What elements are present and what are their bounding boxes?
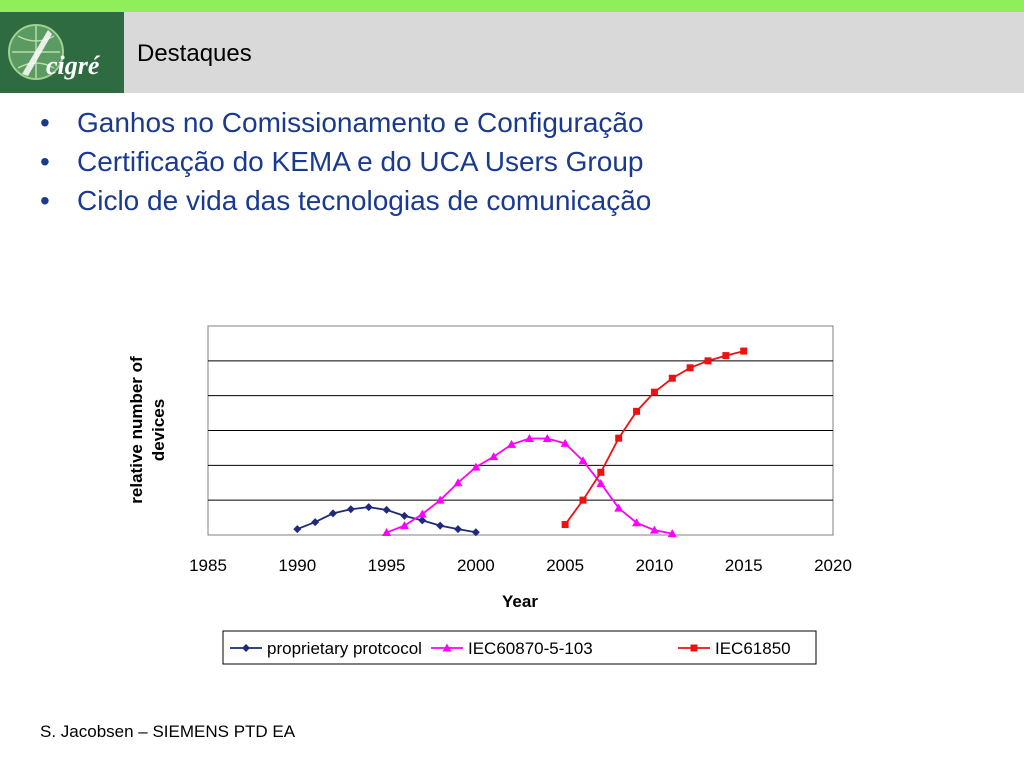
y-axis-label-line2: devices [149,399,168,461]
bullet-text: Certificação do KEMA e do UCA Users Grou… [77,146,644,177]
legend: proprietary protcocol IEC60870-5-103 IEC61… [222,630,817,665]
data-point [507,439,517,448]
data-point [649,525,659,534]
data-point [436,521,445,530]
data-point [579,496,587,504]
series-proprietary-protcocol [293,503,480,537]
x-tick-labels: 1985 1990 1995 2000 2005 2010 2015 2020 [189,556,852,575]
data-point [471,528,480,537]
data-point [454,525,462,534]
data-point [329,509,337,518]
bullet-dot: • [40,146,50,177]
data-point [615,434,623,442]
cigre-logo-graphic: cigré [0,12,124,93]
data-point [417,509,427,518]
data-point [667,529,677,538]
data-point [596,478,606,487]
x-tick-label: 2005 [546,556,584,575]
data-point [690,644,698,652]
data-point [704,357,712,365]
lifecycle-chart: 1985 1990 1995 2000 2005 2010 2015 2020 Year re… [127,325,852,665]
x-tick-label: 2020 [814,556,852,575]
data-point [435,495,445,504]
x-tick-label: 1995 [368,556,406,575]
data-point [382,528,392,537]
legend-label: proprietary protcocol [267,639,422,658]
data-point [242,644,250,652]
x-axis-label: Year [502,592,538,611]
footer-credit: S. Jacobsen – SIEMENS PTD EA [40,722,296,741]
logo-text: cigré [46,51,101,80]
data-point [561,521,569,529]
series-group [293,347,748,538]
bullet-list: • Ganhos no Comissionamento e Configuraçã… [40,103,651,220]
header-bar [0,12,1024,93]
data-point [597,468,605,476]
data-point [650,388,658,396]
data-point [293,525,302,534]
data-point [442,643,452,652]
data-point [578,456,588,465]
data-point [542,434,552,443]
series-iec61850 [561,347,748,529]
bullet-dot: • [40,107,50,138]
data-point [400,511,409,520]
bullet-dot: • [40,185,50,216]
bullet-text: Ganhos no Comissionamento e Configuração [77,107,644,138]
data-point [686,364,694,372]
data-point [418,516,427,525]
data-point [382,505,391,514]
page-title: Destaques [137,40,252,67]
data-point [722,352,730,360]
y-axis-label-line1: relative number of [127,356,146,504]
x-tick-label: 2015 [725,556,763,575]
legend-label: IEC61850 [715,639,791,658]
x-tick-label: 1985 [189,556,227,575]
legend-label: IEC60870-5-103 [468,639,593,658]
data-point [740,347,748,355]
x-tick-label: 2010 [636,556,674,575]
data-point [524,434,534,443]
data-point [632,518,642,527]
bullet-item: • Ciclo de vida das tecnologias de comuni… [40,181,651,220]
data-point [560,438,570,447]
x-tick-label: 2000 [457,556,495,575]
data-point [399,521,409,530]
bullet-text: Ciclo de vida das tecnologias de comunic… [77,185,652,216]
data-point [633,407,641,415]
bullet-item: • Certificação do KEMA e do UCA Users Gro… [40,142,651,181]
x-tick-label: 1990 [278,556,316,575]
legend-box [222,630,817,665]
bullet-item: • Ganhos no Comissionamento e Configuraçã… [40,103,651,142]
data-point [489,452,499,461]
data-point [364,503,373,512]
top-accent-stripe [0,0,1024,12]
cigre-logo: cigré [0,12,124,93]
series-iec60870-5-103 [382,434,677,538]
data-point [453,478,463,487]
data-point [311,518,320,527]
data-point [346,505,355,514]
data-point [614,503,624,512]
data-point [471,462,481,471]
grid-lines [208,360,833,536]
data-point [668,374,676,382]
